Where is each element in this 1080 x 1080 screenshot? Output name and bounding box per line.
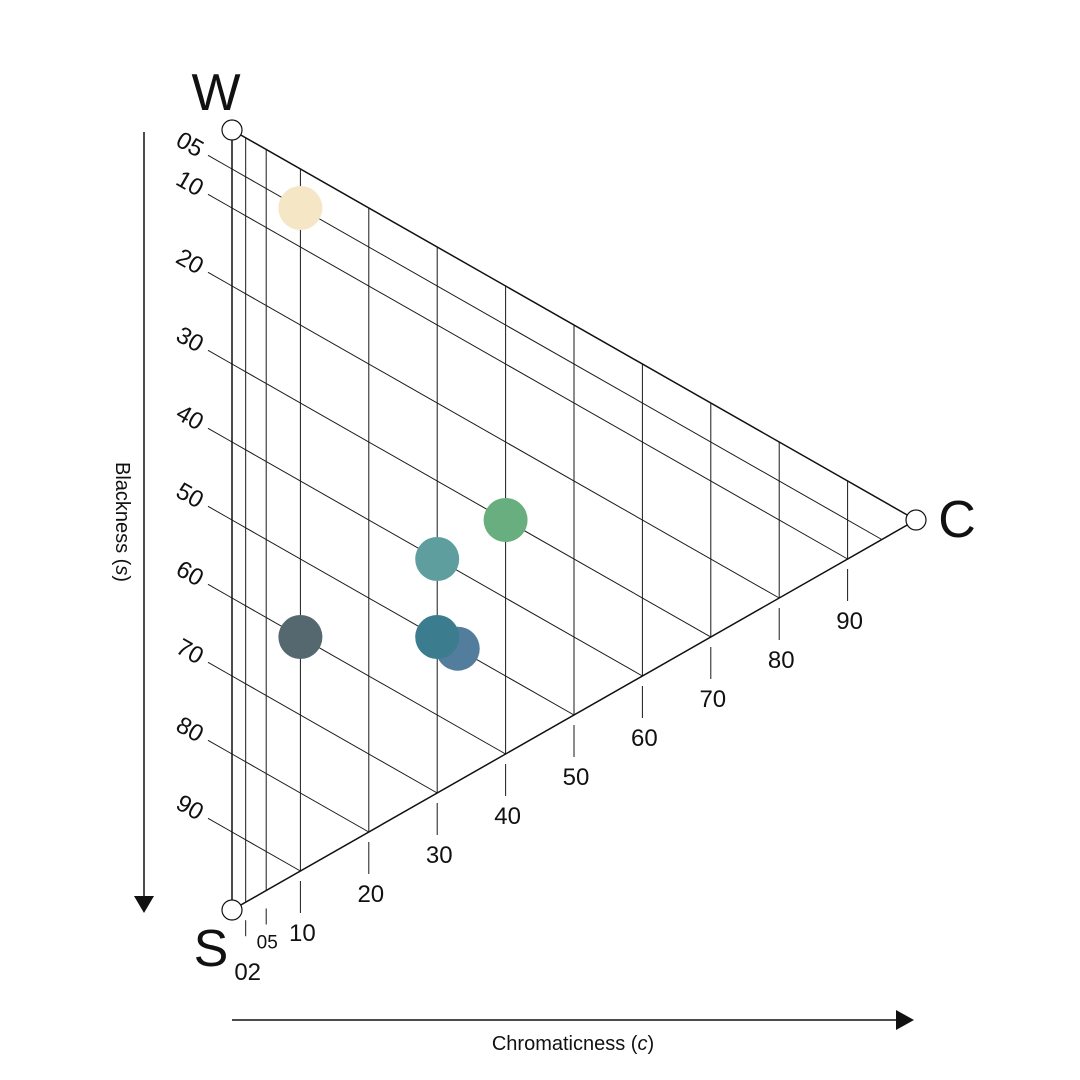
chromaticness-tick-label: 80 <box>768 647 795 674</box>
vertex-marker-chromatic <box>905 509 927 531</box>
chromaticness-tick-label: 20 <box>357 881 384 908</box>
blackness-grid-line <box>231 168 883 540</box>
blackness-tick-label: 70 <box>171 633 208 670</box>
blackness-tick-mark <box>207 349 233 365</box>
blackness-grid-line <box>231 753 370 833</box>
blackness-tick-mark <box>207 817 233 833</box>
color-sample-point <box>415 615 460 659</box>
blackness-tick-mark <box>207 661 233 677</box>
vertex-label-chromatic: C <box>938 491 976 549</box>
blackness-grid-line <box>231 519 575 716</box>
vertices <box>221 119 927 921</box>
blackness-tick-label: 80 <box>171 711 208 748</box>
blackness-tick-label: 05 <box>171 126 208 163</box>
blackness-tick-label: 90 <box>171 789 208 826</box>
blackness-grid-line <box>231 675 438 794</box>
chromaticness-tick-label: 60 <box>631 725 658 752</box>
triangle-edges <box>231 129 917 911</box>
blackness-grid-line <box>231 363 712 638</box>
chromaticness-tick-label: 70 <box>699 686 726 713</box>
chromaticness-tick-label: 50 <box>563 764 590 791</box>
blackness-tick-mark <box>207 193 233 209</box>
edge-black-chromatic <box>231 519 917 911</box>
grid <box>231 137 883 903</box>
color-samples <box>278 186 528 671</box>
blackness-tick-mark <box>207 427 233 443</box>
vertex-marker-white <box>221 119 243 141</box>
chromaticness-tick-label: 02 <box>234 959 261 986</box>
color-sample-point <box>415 537 460 581</box>
blackness-tick-mark <box>207 271 233 287</box>
chromaticness-tick-label: 05 <box>257 933 278 954</box>
color-sample-point <box>278 615 323 659</box>
vertex-label-white: W <box>191 64 240 122</box>
blackness-grid-line <box>231 207 848 560</box>
color-sample-point <box>483 498 528 542</box>
chromaticness-tick-label: 10 <box>289 920 316 947</box>
blackness-tick-mark <box>207 154 233 170</box>
blackness-tick-mark <box>207 739 233 755</box>
blackness-tick-label: 40 <box>171 399 208 436</box>
chromaticness-axis-arrowhead <box>896 1010 914 1030</box>
blackness-tick-label: 10 <box>171 165 208 202</box>
blackness-grid-line <box>231 597 506 755</box>
blackness-tick-mark <box>207 583 233 599</box>
blackness-tick-label: 60 <box>171 555 208 592</box>
color-sample-point <box>278 186 323 230</box>
blackness-tick-label: 30 <box>171 321 208 358</box>
edge-white-chromatic <box>231 129 917 521</box>
blackness-grid-line <box>231 831 301 872</box>
blackness-tick-label: 50 <box>171 477 208 514</box>
blackness-tick-label: 20 <box>171 243 208 280</box>
blackness-tick-mark <box>207 505 233 521</box>
blackness-axis-arrowhead <box>134 896 154 913</box>
chromaticness-tick-label: 30 <box>426 842 453 869</box>
blackness-grid-line <box>231 285 780 599</box>
chromaticness-tick-label: 90 <box>836 608 863 635</box>
chromaticness-tick-label: 40 <box>494 803 521 830</box>
blackness-axis-title: Blackness (s) <box>111 462 133 582</box>
vertex-label-black: S <box>194 920 229 978</box>
chromaticness-axis-title: Chromaticness (c) <box>492 1033 654 1055</box>
vertex-marker-black <box>221 899 243 921</box>
